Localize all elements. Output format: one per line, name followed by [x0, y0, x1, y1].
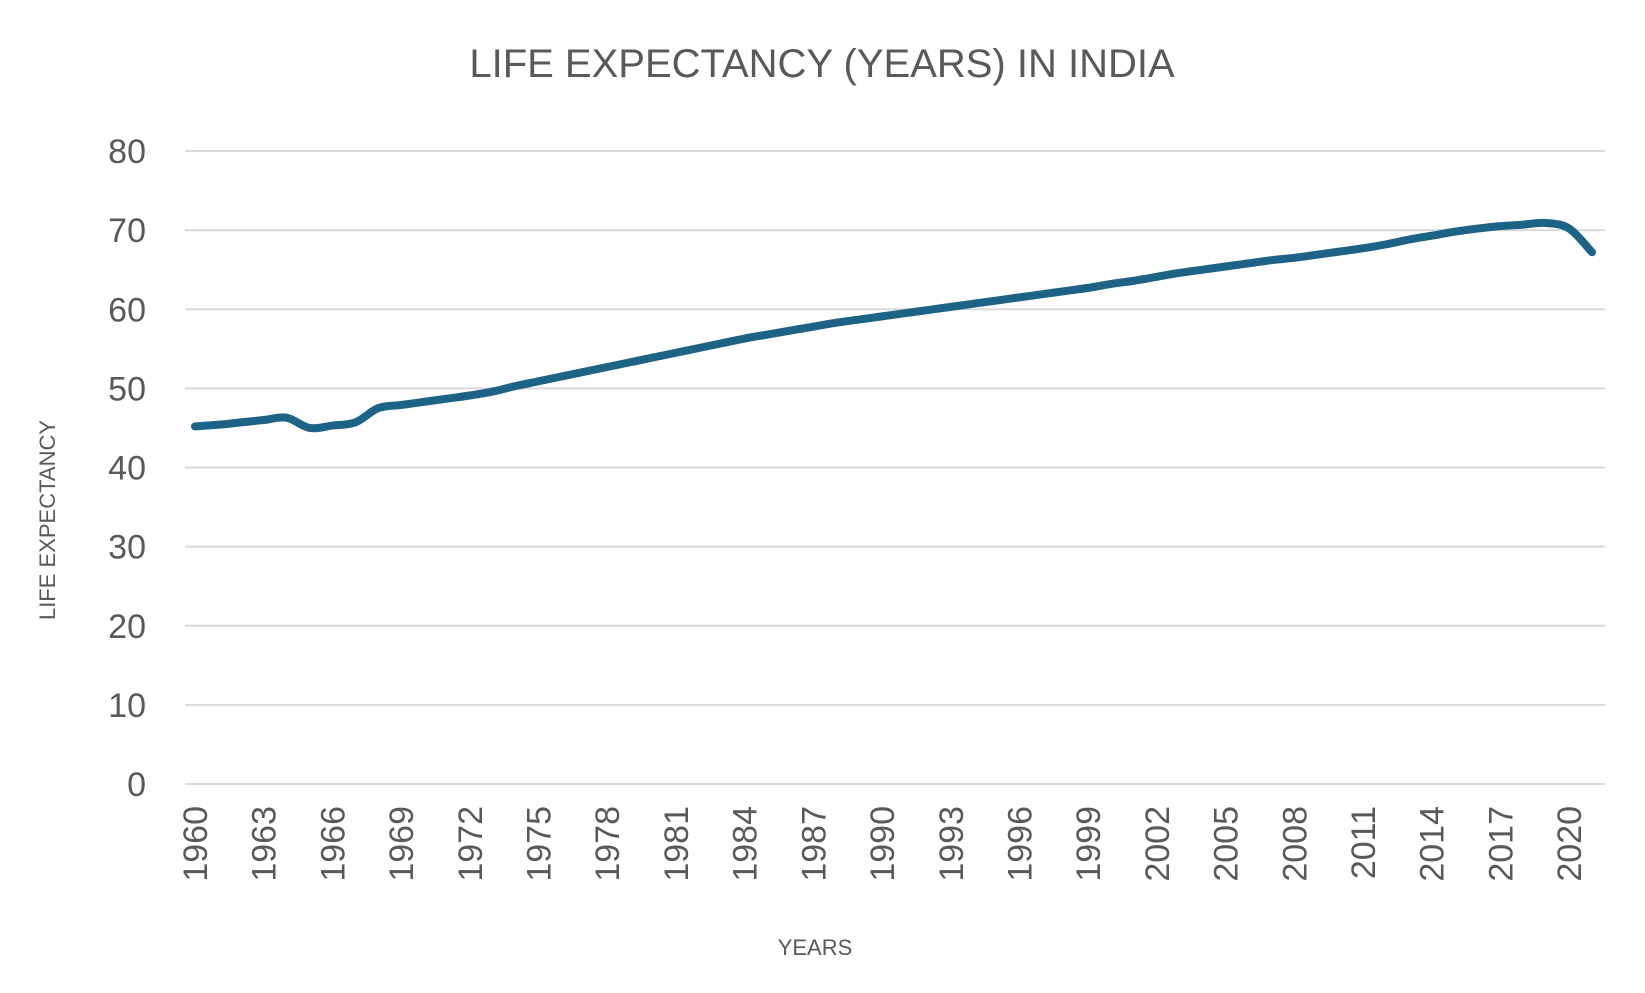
y-tick-label: 50	[108, 370, 146, 408]
y-tick-label: 10	[108, 687, 146, 725]
x-tick-label: 2008	[1276, 806, 1314, 882]
y-tick-label: 40	[108, 450, 146, 488]
x-tick-label: 1990	[864, 806, 902, 882]
x-tick-label: 2011	[1345, 806, 1383, 879]
x-axis-title: YEARS	[778, 935, 853, 960]
x-tick-label: 1966	[314, 806, 352, 882]
y-tick-label: 0	[127, 766, 146, 804]
y-axis-title: LIFE EXPECTANCY	[35, 420, 60, 620]
x-tick-label: 2020	[1551, 806, 1589, 882]
y-tick-label: 60	[108, 291, 146, 329]
series-group	[191, 218, 1596, 433]
x-tick-label: 1972	[452, 806, 490, 882]
x-axis-tick-labels: 1960 1963 1966 1969 1972 1975 1978 1981 1984 1987…	[177, 806, 1589, 882]
y-tick-label: 30	[108, 529, 146, 567]
chart-title: LIFE EXPECTANCY (YEARS) IN INDIA	[469, 42, 1175, 86]
x-tick-label: 2002	[1139, 806, 1177, 882]
x-tick-label: 1975	[521, 806, 559, 882]
x-tick-label: 1969	[383, 806, 421, 882]
x-tick-label: 1981	[658, 806, 696, 882]
y-tick-label: 80	[108, 133, 146, 171]
x-tick-label: 1984	[727, 806, 765, 882]
x-tick-label: 1999	[1070, 806, 1108, 882]
x-tick-label: 2005	[1208, 806, 1246, 882]
x-tick-label: 1993	[933, 806, 971, 882]
x-tick-label: 1987	[795, 806, 833, 882]
series-line-0	[191, 218, 1596, 433]
x-tick-label: 1996	[1001, 806, 1039, 882]
x-tick-label: 1960	[177, 806, 215, 882]
gridlines	[185, 150, 1605, 785]
x-tick-label: 2017	[1482, 806, 1520, 882]
x-tick-label: 1963	[246, 806, 284, 882]
x-tick-label: 2014	[1414, 806, 1452, 882]
y-tick-label: 70	[108, 212, 146, 250]
y-axis-tick-labels: 0 10 20 30 40 50 60 70 80	[108, 133, 146, 804]
y-tick-label: 20	[108, 608, 146, 646]
x-tick-label: 1978	[589, 806, 627, 882]
